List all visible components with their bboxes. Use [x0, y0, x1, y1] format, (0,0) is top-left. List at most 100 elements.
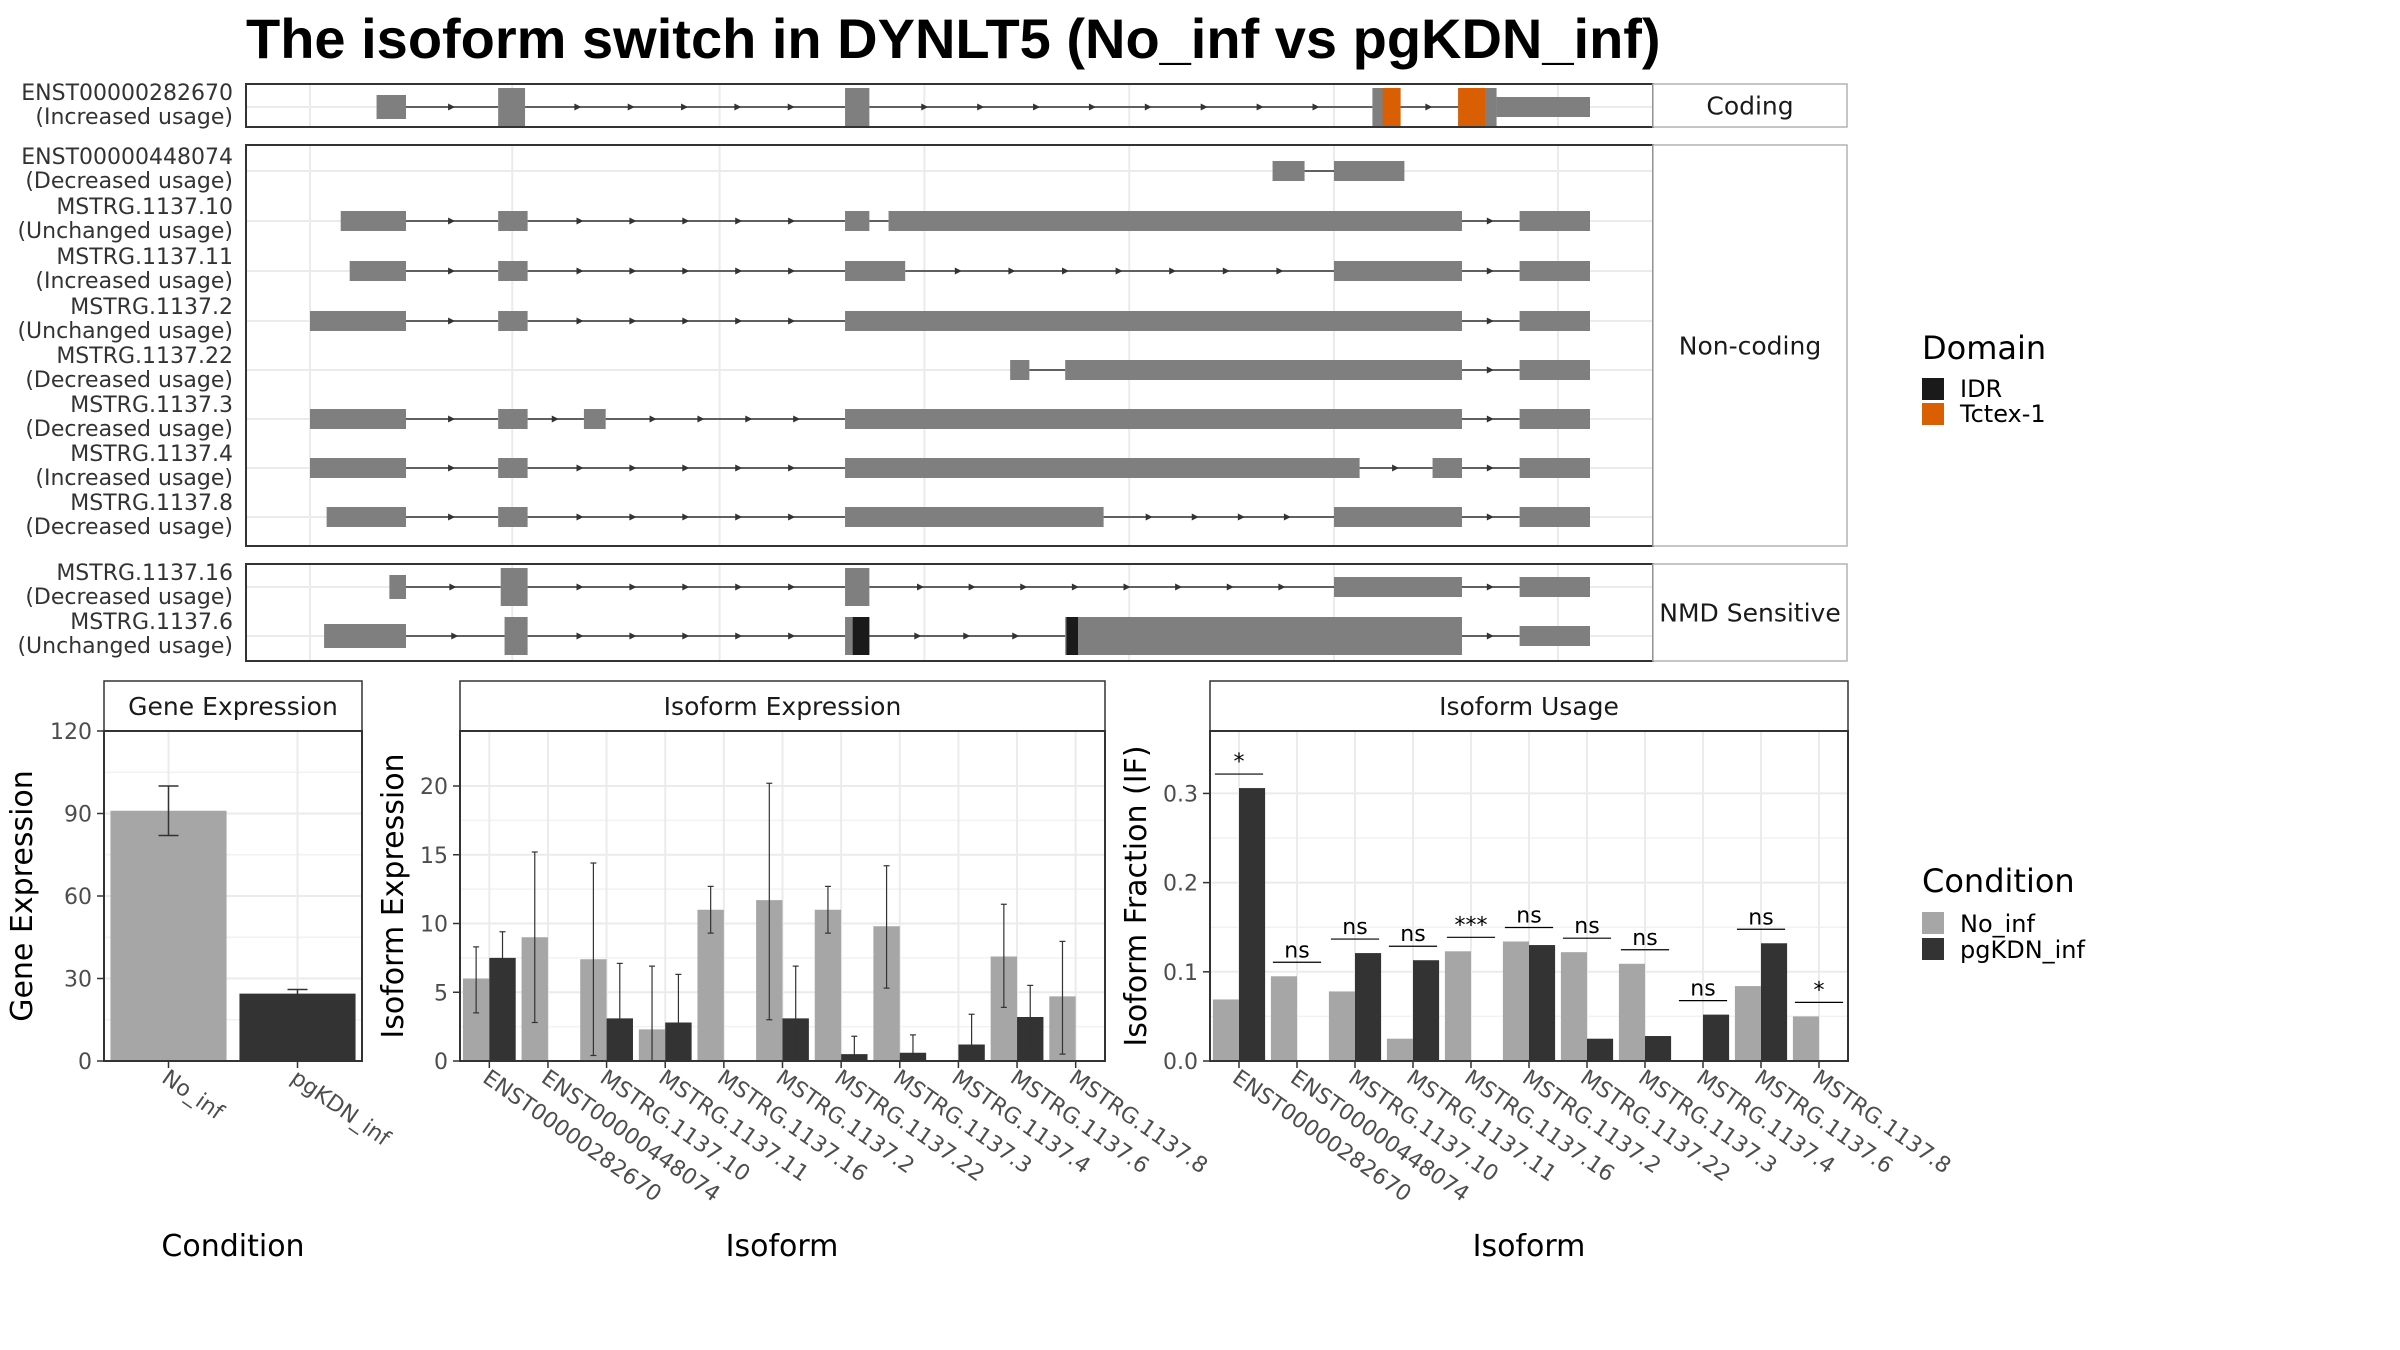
bar-no-inf — [697, 909, 724, 1061]
bar-no-inf — [1386, 1038, 1413, 1061]
exon — [845, 458, 1360, 478]
y-tick-label: 0.3 — [1163, 782, 1198, 807]
legend-condition-item: pgKDN_inf — [1960, 936, 2086, 964]
y-tick-label: 15 — [420, 844, 448, 869]
intron-arrow — [1200, 103, 1208, 111]
intron-arrow — [735, 217, 743, 225]
transcript-panel-bg — [246, 84, 1653, 127]
exon — [376, 95, 406, 119]
intron-arrow — [735, 267, 743, 275]
bar-no-inf — [814, 909, 842, 1061]
intron-arrow — [576, 464, 584, 472]
bar-pgkdn-inf — [1413, 960, 1440, 1061]
exon — [498, 211, 528, 231]
exon — [1432, 458, 1462, 478]
transcript-usage: (Decreased usage) — [25, 585, 233, 610]
bar-no-inf — [1734, 986, 1761, 1061]
intron-arrow — [629, 317, 637, 325]
intron-arrow — [649, 415, 657, 423]
intron-arrow — [1033, 103, 1041, 111]
y-tick-label: 0 — [434, 1050, 448, 1075]
significance-label: ns — [1516, 903, 1541, 928]
significance-label: ns — [1748, 905, 1773, 930]
transcript-group-0: ENST00000282670(Increased usage) Coding — [21, 81, 1848, 130]
intron-arrow — [1169, 267, 1177, 275]
y-tick-label: 60 — [64, 885, 92, 910]
transcript-id: MSTRG.1137.11 — [56, 245, 233, 270]
figure-title: The isoform switch in DYNLT5 (No_inf vs … — [246, 7, 1661, 70]
intron-arrow — [1486, 366, 1494, 374]
exon — [498, 458, 528, 478]
intron-arrow — [681, 103, 689, 111]
intron-arrow — [787, 103, 795, 111]
facet-strip — [1652, 144, 1848, 547]
legend-condition-key — [1922, 938, 1944, 960]
intron-arrow — [448, 464, 456, 472]
y-tick-label: 0.1 — [1163, 961, 1198, 986]
panel-border — [459, 730, 1106, 1062]
intron-arrow — [1486, 217, 1494, 225]
facet-strip-label: Non-coding — [1679, 332, 1821, 361]
intron-arrow — [1276, 267, 1284, 275]
transcript-row: MSTRG.1137.8(Decreased usage) — [25, 491, 1590, 540]
intron-arrow — [914, 632, 922, 640]
intron-arrow — [682, 513, 690, 521]
legend-condition-key — [1922, 912, 1944, 934]
significance-label: ns — [1574, 914, 1599, 939]
intron-arrow — [1071, 583, 1079, 591]
intron-arrow — [629, 513, 637, 521]
intron-arrow — [551, 415, 559, 423]
intron-arrow — [788, 267, 796, 275]
intron-arrow — [449, 583, 457, 591]
intron-arrow — [629, 267, 637, 275]
intron-arrow — [629, 464, 637, 472]
facet-strip-label: Isoform Usage — [1439, 692, 1619, 721]
y-axis-title: Isoform Expression — [376, 753, 411, 1038]
intron-arrow — [793, 415, 801, 423]
exon — [498, 88, 526, 126]
exon — [310, 409, 406, 429]
intron-arrow — [576, 217, 584, 225]
intron-arrow — [788, 317, 796, 325]
transcript-id: MSTRG.1137.3 — [70, 393, 233, 418]
y-tick-label: 0 — [78, 1050, 92, 1075]
transcript-usage: (Increased usage) — [35, 269, 233, 294]
significance-label: *** — [1455, 913, 1488, 938]
intron-arrow — [1222, 267, 1230, 275]
intron-arrow — [788, 217, 796, 225]
exon — [583, 409, 606, 429]
legend-condition-item: No_inf — [1960, 910, 2036, 938]
transcript-row: MSTRG.1137.3(Decreased usage) — [25, 393, 1590, 442]
intron-arrow — [682, 632, 690, 640]
panel-border — [1209, 730, 1849, 1062]
transcript-id: MSTRG.1137.2 — [70, 295, 233, 320]
intron-arrow — [788, 583, 796, 591]
bar-pgkdn-inf — [239, 993, 356, 1061]
exon — [1496, 97, 1590, 117]
intron-arrow — [682, 317, 690, 325]
intron-arrow — [1312, 103, 1320, 111]
bar-no-inf — [1328, 991, 1355, 1061]
y-axis-title: Isoform Fraction (IF) — [1119, 745, 1154, 1046]
facet-strip — [459, 680, 1106, 732]
transcript-row: MSTRG.1137.11(Increased usage) — [35, 245, 1590, 294]
exon — [845, 88, 870, 126]
intron-arrow — [734, 103, 742, 111]
exon — [340, 211, 406, 231]
intron-arrow — [448, 267, 456, 275]
y-axis-title: Gene Expression — [5, 770, 40, 1022]
bar-no-inf — [1270, 976, 1297, 1061]
intron-arrow — [576, 513, 584, 521]
intron-arrow — [1486, 513, 1494, 521]
intron-arrow — [448, 317, 456, 325]
exon — [389, 575, 406, 599]
intron-arrow — [1237, 513, 1245, 521]
exon — [888, 211, 1462, 231]
transcript-id: MSTRG.1137.4 — [70, 442, 233, 467]
exon — [504, 617, 528, 655]
intron-arrow — [1115, 267, 1123, 275]
exon — [1519, 458, 1590, 478]
exon — [1334, 577, 1462, 597]
bar-pgkdn-inf — [1703, 1014, 1730, 1061]
exon — [845, 261, 906, 281]
